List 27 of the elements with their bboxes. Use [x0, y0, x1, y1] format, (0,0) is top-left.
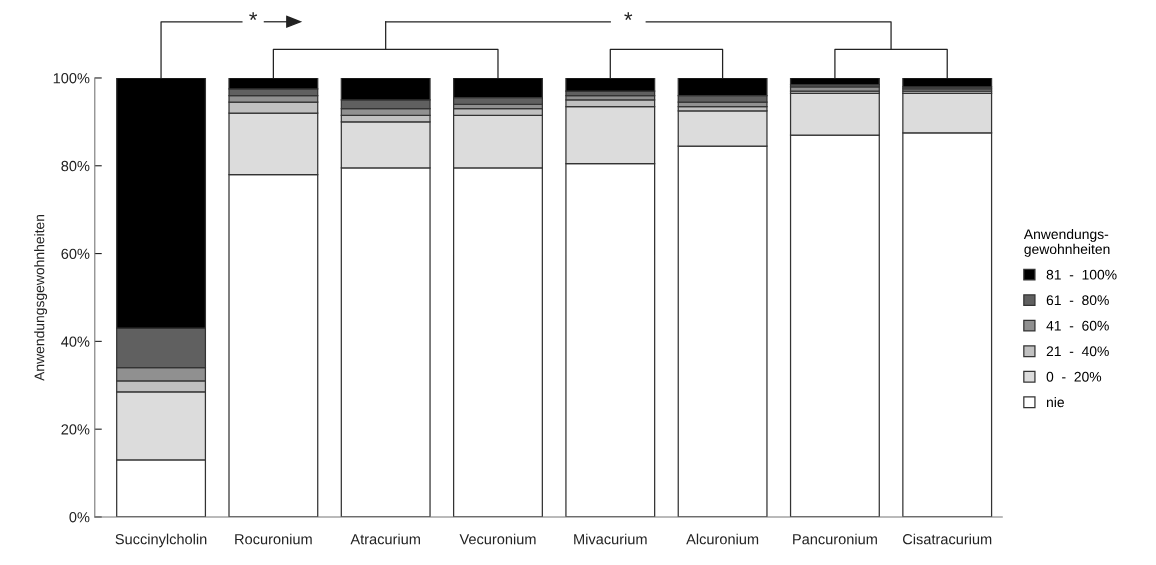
- y-tick-label: 0%: [69, 512, 90, 523]
- bar: [565, 77, 656, 92]
- text: *: [249, 12, 258, 21]
- x-tick-label: Alcuronium: [686, 533, 759, 545]
- legend-label: 61 - 80%: [1046, 295, 1109, 306]
- y-tick-label: 20%: [61, 424, 90, 435]
- x-tick-label: Succinylcholin: [115, 533, 207, 548]
- bar: [789, 77, 880, 86]
- text: *: [624, 12, 633, 21]
- legend-label: 0 - 20%: [1046, 371, 1102, 382]
- legend-title: Anwendungs- gewohnheiten: [1023, 228, 1110, 257]
- y-tick-label: 40%: [61, 336, 90, 347]
- y-tick-label: 100%: [53, 73, 90, 84]
- x-tick-label: Cisatracurium: [902, 533, 992, 545]
- y-tick-label: 60%: [61, 248, 90, 259]
- y-tick-label: 80%: [61, 160, 90, 172]
- x-tick-label: Vecuronium: [459, 533, 536, 545]
- x-tick-label: Atracurium: [350, 533, 420, 545]
- bar: [902, 77, 993, 88]
- x-tick-label: Rocuronium: [235, 533, 312, 545]
- y-axis-title: Anwendungsgewohnheiten: [34, 214, 48, 381]
- legend-label: 21 - 40%: [1046, 346, 1109, 357]
- x-tick-label: Pancuronium: [793, 533, 877, 545]
- legend-label: 81 - 100%: [1046, 269, 1117, 280]
- legend-label: nie: [1046, 396, 1064, 408]
- legend-label: 41 - 60%: [1046, 320, 1109, 331]
- x-tick-label: Mivacurium: [574, 533, 647, 545]
